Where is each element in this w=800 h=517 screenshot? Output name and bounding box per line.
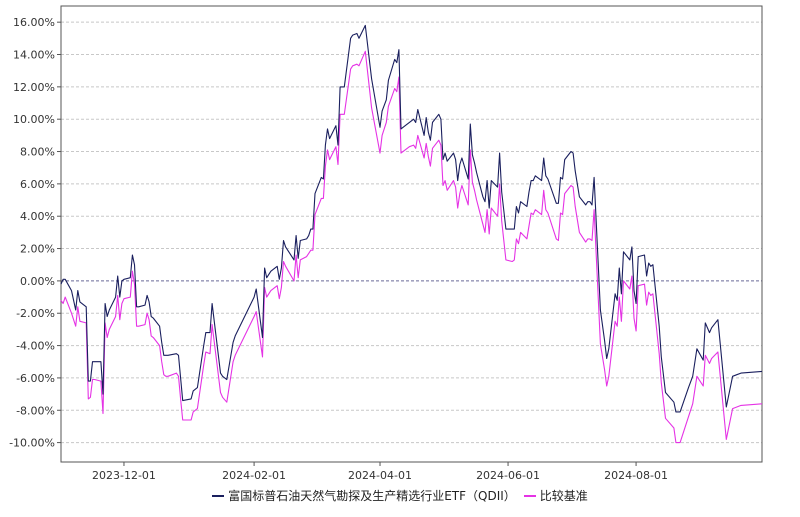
y-tick-label: -2.00% xyxy=(16,307,55,320)
y-tick-label: 14.00% xyxy=(13,49,55,62)
legend: 富国标普石油天然气勘探及生产精选行业ETF（QDII） 比较基准 xyxy=(0,487,800,504)
series-line-benchmark xyxy=(60,50,763,444)
legend-item-fund[interactable]: 富国标普石油天然气勘探及生产精选行业ETF（QDII） xyxy=(212,487,516,504)
legend-item-benchmark[interactable]: 比较基准 xyxy=(523,487,588,504)
y-tick-label: 4.00% xyxy=(20,210,55,223)
series-line-fund xyxy=(60,24,763,413)
x-tick-label: 2024-08-01 xyxy=(604,469,668,482)
legend-label-fund: 富国标普石油天然气勘探及生产精选行业ETF（QDII） xyxy=(228,489,516,503)
y-tick-label: 2.00% xyxy=(20,243,55,256)
y-axis-ticks: 16.00% 14.00% 12.00% 10.00% 8.00% 6.00% 4.00% 2… xyxy=(9,16,61,450)
x-tick-label: 2023-12-01 xyxy=(92,469,156,482)
legend-label-benchmark: 比较基准 xyxy=(539,489,588,503)
series-lines xyxy=(60,24,763,444)
y-tick-label: 0.00% xyxy=(20,275,55,288)
y-tick-label: -4.00% xyxy=(16,340,55,353)
grid-lines xyxy=(61,21,762,444)
y-tick-label: 6.00% xyxy=(20,178,55,191)
x-tick-label: 2024-04-01 xyxy=(348,469,412,482)
legend-swatch-fund xyxy=(212,494,225,497)
x-axis-ticks: 2023-12-01 2024-02-01 2024-04-01 2024-06-01… xyxy=(92,462,668,482)
y-tick-label: -10.00% xyxy=(9,437,55,450)
y-tick-label: 16.00% xyxy=(13,16,55,29)
plot-area-frame xyxy=(60,5,763,463)
x-tick-label: 2024-02-01 xyxy=(222,469,286,482)
x-tick-label: 2024-06-01 xyxy=(476,469,540,482)
y-tick-label: -8.00% xyxy=(16,404,55,417)
legend-swatch-benchmark xyxy=(523,494,536,497)
y-tick-label: -6.00% xyxy=(16,372,55,385)
y-tick-label: 8.00% xyxy=(20,146,55,159)
y-tick-label: 10.00% xyxy=(13,113,55,126)
y-tick-label: 12.00% xyxy=(13,81,55,94)
